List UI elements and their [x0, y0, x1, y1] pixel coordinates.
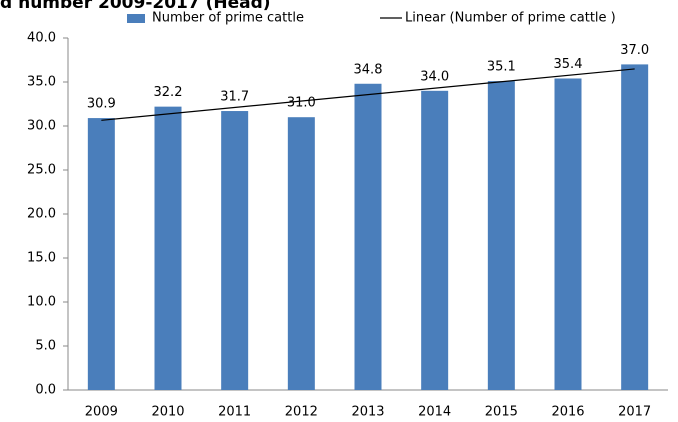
value-label: 35.4 [554, 57, 583, 72]
x-tick-label: 2010 [151, 405, 184, 420]
legend-swatch [127, 14, 145, 23]
bar [221, 111, 249, 390]
x-tick-label: 2012 [285, 405, 318, 420]
y-tick-label: 10.0 [27, 295, 56, 310]
value-label: 37.0 [620, 43, 649, 58]
y-tick-label: 25.0 [27, 163, 56, 178]
x-tick-label: 2014 [418, 405, 451, 420]
legend-label: Linear (Number of prime cattle ) [405, 11, 616, 26]
chart-title: d number 2009-2017 (Head) [0, 0, 271, 13]
x-tick-label: 2011 [218, 405, 251, 420]
value-label: 34.0 [420, 69, 449, 84]
y-tick-label: 35.0 [27, 75, 56, 90]
x-tick-label: 2013 [351, 405, 384, 420]
x-tick-label: 2009 [85, 405, 118, 420]
trend-line [101, 68, 635, 121]
bar [621, 64, 649, 391]
x-tick-label: 2015 [485, 405, 518, 420]
bar [554, 78, 582, 390]
value-label: 30.9 [87, 97, 116, 112]
y-tick-label: 0.0 [35, 383, 56, 398]
x-tick-label: 2016 [551, 405, 584, 420]
bar [421, 90, 449, 391]
x-tick-label: 2017 [618, 405, 651, 420]
value-label: 31.0 [287, 96, 316, 111]
value-label: 31.7 [220, 90, 249, 105]
value-label: 34.8 [354, 62, 383, 77]
y-tick-label: 40.0 [27, 31, 56, 46]
bar [487, 81, 515, 391]
y-tick-label: 30.0 [27, 119, 56, 134]
legend-label: Number of prime cattle [152, 11, 304, 26]
y-tick-label: 5.0 [35, 339, 56, 354]
bar [354, 83, 382, 390]
value-label: 32.2 [154, 85, 183, 100]
y-tick-label: 20.0 [27, 207, 56, 222]
bar [287, 117, 315, 390]
y-tick-label: 15.0 [27, 251, 56, 266]
bar [154, 106, 182, 390]
value-label: 35.1 [487, 60, 516, 75]
bar [87, 118, 115, 390]
